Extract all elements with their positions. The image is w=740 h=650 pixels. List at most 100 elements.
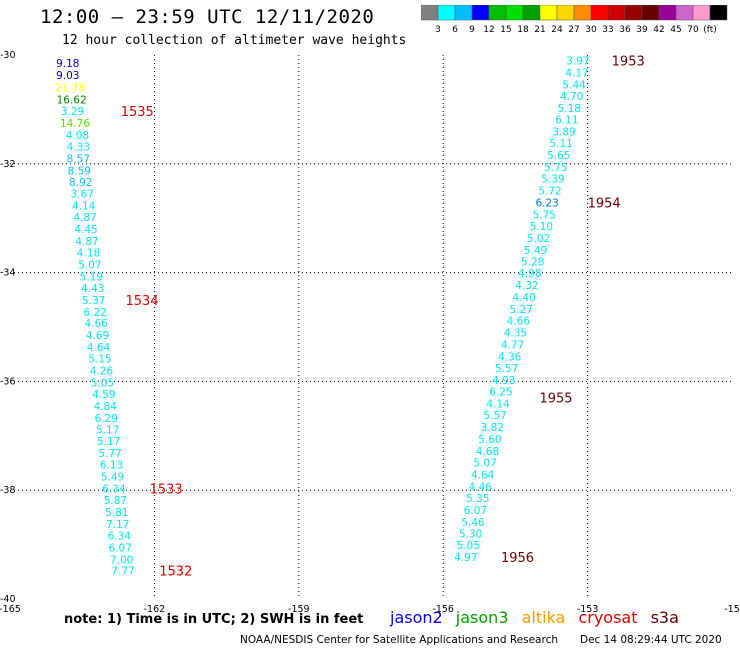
wave-height-label: 4.17	[565, 67, 588, 79]
y-tick-label: -38	[0, 485, 16, 496]
x-tick-label: -165	[0, 604, 21, 612]
wave-height-label: 4.14	[72, 201, 96, 213]
wave-height-label: 4.68	[476, 446, 499, 458]
wave-height-label: 5.10	[530, 221, 553, 233]
wave-height-label: 3.82	[481, 422, 504, 434]
page-title: 12:00 – 23:59 UTC 12/11/2020	[40, 6, 375, 28]
wave-height-label: 4.33	[67, 141, 90, 153]
wave-height-label: 5.05	[457, 540, 480, 552]
wave-height-label: 9.18	[56, 58, 79, 70]
colorbar-label: 39	[636, 25, 648, 35]
y-tick-label: -36	[0, 376, 16, 387]
wave-height-label: 6.23	[535, 197, 558, 209]
satellite-jason3: jason3	[455, 608, 509, 627]
y-tick-label: -40	[0, 594, 16, 605]
wave-height-label: 4.08	[66, 130, 89, 142]
x-tick-label: -153	[577, 604, 599, 612]
page-subtitle: 12 hour collection of altimeter wave hei…	[62, 33, 407, 48]
colorbar-label: 45	[670, 25, 681, 35]
wave-height-label: 3.97	[566, 55, 589, 67]
wave-height-label: 4.35	[504, 327, 527, 339]
colorbar-label: 21	[534, 25, 545, 35]
wave-height-label: 4.32	[515, 280, 538, 292]
wave-height-label: 5.19	[80, 271, 103, 283]
wave-height-label: 5.30	[459, 529, 482, 541]
wave-height-label: 5.46	[461, 517, 485, 529]
x-tick-label: -162	[144, 604, 166, 612]
wave-height-label: 6.34	[108, 530, 132, 542]
wave-height-label: 5.17	[97, 436, 120, 448]
wave-height-label: 5.87	[104, 495, 127, 507]
y-tick-label: -30	[0, 50, 16, 61]
colorbar-label: 18	[517, 25, 529, 35]
wave-height-label: 14.76	[60, 118, 90, 130]
wave-height-label: 5.07	[473, 457, 496, 469]
wave-height-label: 5.27	[509, 304, 532, 316]
wave-height-label: 4.69	[86, 330, 109, 342]
wave-height-label: 4.26	[90, 366, 114, 378]
colorbar-label: 70	[687, 25, 699, 35]
pass-time-label: 1532	[159, 565, 192, 580]
color-legend: 3 6 9 12 15 18 21 24 27 30 33 36 39 42 45 70 (ft)	[421, 5, 728, 35]
credit-line: NOAA/NESDIS Center for Satellite Applica…	[240, 634, 558, 646]
wave-height-label: 21.78	[55, 83, 85, 95]
wave-height-label: 5.65	[547, 150, 570, 162]
colorbar-label: 3	[435, 25, 441, 35]
wave-height-label: 5.18	[558, 103, 581, 115]
wave-height-label: 5.35	[466, 493, 489, 505]
wave-height-label: 3.89	[552, 127, 575, 139]
wave-height-label: 4.87	[75, 236, 98, 248]
wave-height-label: 6.07	[109, 542, 132, 554]
wave-height-label: 5.72	[538, 185, 561, 197]
pass-time-label: 1535	[121, 105, 154, 120]
wave-height-label: 8.57	[67, 153, 90, 165]
wave-height-label: 5.17	[96, 424, 119, 436]
wave-height-label: 5.28	[521, 257, 544, 269]
wave-height-label: 5.11	[549, 138, 572, 150]
satellite-legend: jason2 jason3 altika cryosat s3a	[390, 608, 687, 627]
colorbar-label: 27	[568, 25, 579, 35]
colorbar-label: 15	[500, 25, 511, 35]
wave-height-label: 4.87	[73, 212, 96, 224]
wave-height-label: 5.02	[527, 233, 550, 245]
wave-height-label: 6.13	[100, 460, 123, 472]
wave-height-label: 5.77	[98, 448, 121, 460]
colorbar-label: 36	[619, 25, 631, 35]
wave-height-label: 7.00	[110, 554, 133, 566]
wave-height-label: 5.81	[105, 507, 128, 519]
wave-height-label: 5.05	[91, 377, 114, 389]
colorbar-label: 12	[483, 25, 494, 35]
wave-height-label: 5.60	[478, 434, 501, 446]
colorbar-swatch	[709, 5, 728, 21]
wave-height-label: 4.40	[512, 292, 535, 304]
wave-height-label: 4.14	[486, 399, 510, 411]
wave-height-label: 5.57	[483, 410, 506, 422]
wave-height-label: 5.75	[544, 162, 567, 174]
footnote: note: 1) Time is in UTC; 2) SWH is in fe…	[64, 612, 364, 627]
colorbar-label: 9	[469, 25, 475, 35]
wave-height-label: 4.97	[454, 552, 477, 564]
colorbar-label: 24	[551, 25, 563, 35]
satellite-jason2: jason2	[390, 608, 443, 627]
wave-height-label: 3.67	[71, 189, 94, 201]
colorbar-label: 6	[452, 25, 458, 35]
wave-height-label: 6.34	[102, 484, 126, 496]
pass-time-label: 1534	[126, 294, 159, 309]
wave-height-label: 4.93	[492, 375, 515, 387]
wave-height-label: 5.37	[82, 295, 105, 307]
wave-height-label: 4.64	[471, 469, 495, 481]
colorbar-label: 42	[653, 25, 664, 35]
colorbar-label: (ft)	[703, 25, 717, 35]
colorbar-label: 33	[602, 25, 613, 35]
x-tick-label: -15	[724, 604, 740, 612]
wave-height-label: 4.77	[501, 339, 524, 351]
wave-height-label: 5.57	[495, 363, 518, 375]
wave-height-label: 5.49	[524, 245, 547, 257]
pass-time-label: 1956	[501, 551, 534, 566]
wave-height-label: 4.18	[77, 247, 100, 259]
wave-height-label: 5.39	[541, 173, 564, 185]
wave-height-label: 16.62	[57, 95, 87, 107]
x-tick-label: -159	[288, 604, 310, 612]
wave-height-label: 4.66	[84, 318, 108, 330]
wave-height-label: 9.03	[56, 70, 79, 82]
